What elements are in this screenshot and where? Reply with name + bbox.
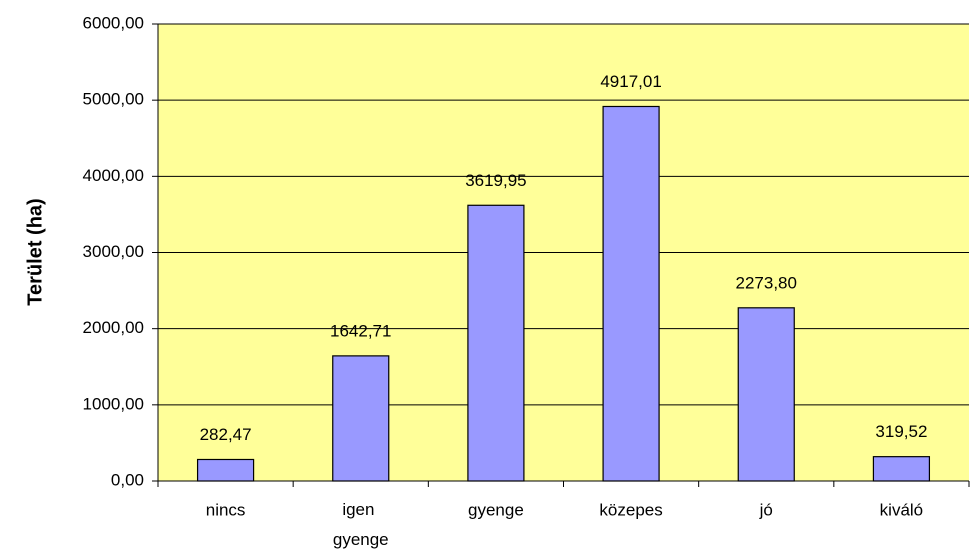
y-tick-label: 1000,00 [83, 394, 144, 413]
x-tick-label: igen gyenge [333, 500, 389, 549]
x-tick-label: kiváló [880, 500, 923, 519]
x-tick-label: jó [759, 500, 773, 519]
value-label: 3619,95 [465, 171, 526, 190]
bar [872, 456, 931, 482]
bar [737, 307, 795, 482]
bar [196, 458, 255, 482]
y-axis-label: Terület (ha) [24, 198, 46, 305]
x-tick-label: gyenge [468, 500, 524, 519]
y-tick-label: 5000,00 [83, 90, 144, 109]
value-label: 319,52 [875, 422, 927, 441]
y-tick-label: 3000,00 [83, 242, 144, 261]
value-label: 2273,80 [736, 273, 797, 292]
value-label: 1642,71 [330, 321, 391, 340]
value-label: 4917,01 [600, 72, 661, 91]
bar [602, 105, 660, 482]
bar [332, 355, 390, 482]
bar [467, 204, 525, 482]
y-tick-label: 6000,00 [83, 13, 144, 32]
y-tick-label: 0,00 [111, 470, 144, 489]
x-tick-label: nincs [206, 500, 246, 519]
y-tick-label: 2000,00 [83, 318, 144, 337]
value-label: 282,47 [200, 425, 252, 444]
y-tick-label: 4000,00 [83, 166, 144, 185]
x-tick-label: közepes [599, 500, 662, 519]
